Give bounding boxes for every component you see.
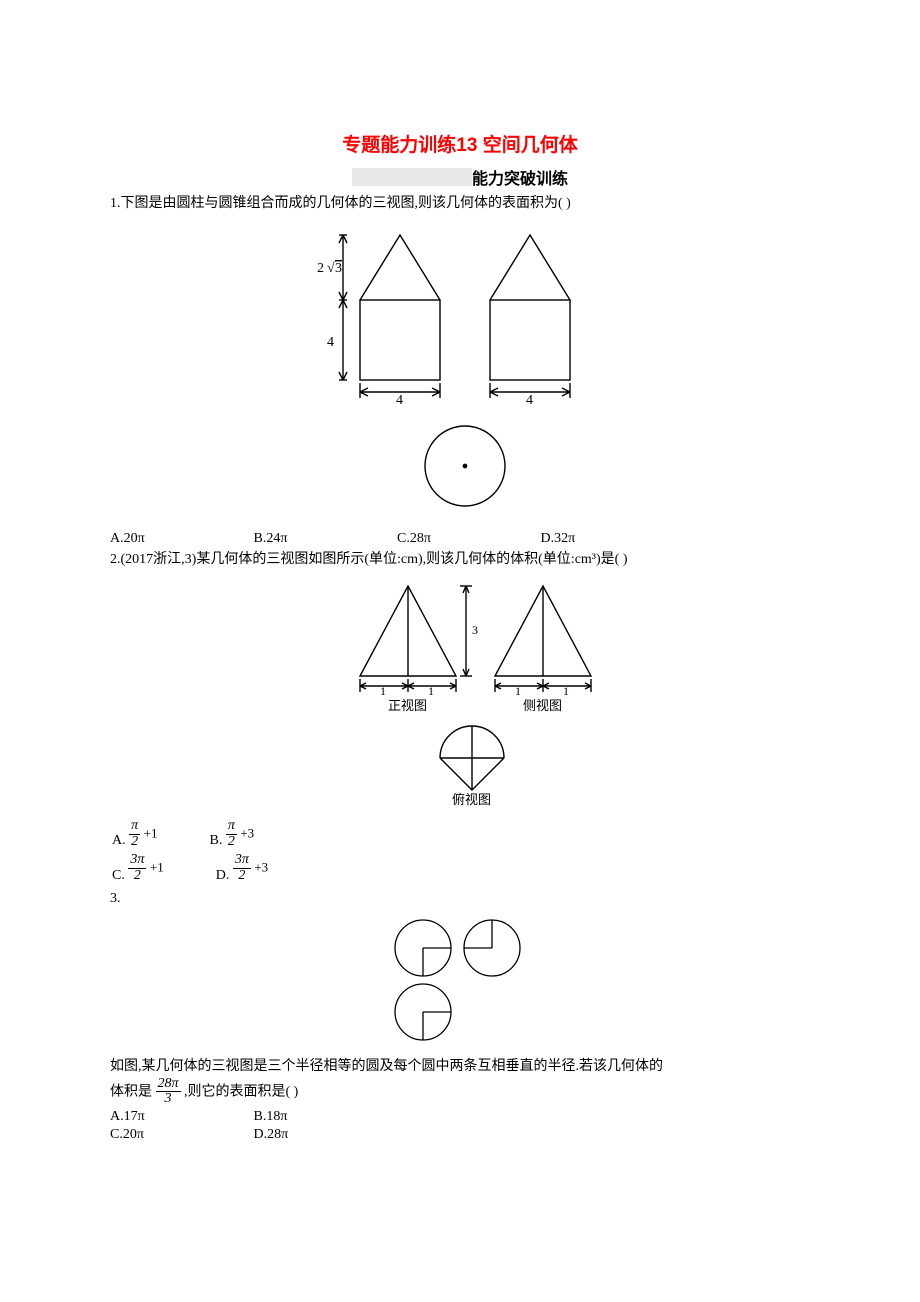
q2-text: 2.(2017浙江,3)某几何体的三视图如图所示(单位:cm),则该几何体的体积… <box>110 549 810 570</box>
q3-figure-threeview <box>110 915 810 1050</box>
q1-body: 下图是由圆柱与圆锥组合而成的几何体的三视图,则该几何体的表面积为( ) <box>121 196 571 211</box>
page-title: 专题能力训练13 空间几何体 <box>110 130 810 157</box>
q2-svg: 1 1 1 1 3 正视图 侧视图 俯视图 <box>320 576 600 806</box>
q2-optA: A. π2 +1 <box>112 819 157 849</box>
svg-text:4: 4 <box>327 335 334 350</box>
q2-optD: D. 3π2 +3 <box>216 853 268 883</box>
svg-text:3: 3 <box>335 261 342 276</box>
q2-optB: B. π2 +3 <box>209 819 254 849</box>
q3-text2b: ,则它的表面积是( ) <box>184 1084 298 1099</box>
svg-text:1: 1 <box>515 684 521 698</box>
svg-text:3: 3 <box>472 623 478 637</box>
q3-optA: A.17π <box>110 1109 250 1125</box>
q2-options: A. π2 +1 B. π2 +3 C. 3π2 +1 <box>110 817 810 886</box>
q1-optD: D.32π <box>541 531 681 547</box>
svg-text:4: 4 <box>396 393 403 408</box>
q2-body: (2017浙江,3)某几何体的三视图如图所示(单位:cm),则该几何体的体积(单… <box>121 552 628 567</box>
q3-svg <box>380 915 540 1045</box>
q3-text2a: 体积是 <box>110 1084 152 1099</box>
svg-text:1: 1 <box>380 684 386 698</box>
q2-optC: C. 3π2 +1 <box>112 853 164 883</box>
q3-number: 3. <box>110 891 121 906</box>
svg-text:侧视图: 侧视图 <box>523 698 562 713</box>
q1-optB: B.24π <box>254 531 394 547</box>
svg-text:俯视图: 俯视图 <box>452 792 491 806</box>
q1-optC: C.28π <box>397 531 537 547</box>
q1-number: 1. <box>110 196 121 211</box>
page-content: 专题能力训练13 空间几何体 能力突破训练 1.下图是由圆柱与圆锥组合而成的几何… <box>0 0 920 1243</box>
q3-optB: B.18π <box>254 1109 394 1125</box>
q3-text-1: 如图,某几何体的三视图是三个半径相等的圆及每个圆中两条互相垂直的半径.若该几何体… <box>110 1056 810 1077</box>
q3-number-line: 3. <box>110 888 810 909</box>
q3-options-row1: A.17π B.18π <box>110 1109 810 1125</box>
q1-text: 1.下图是由圆柱与圆锥组合而成的几何体的三视图,则该几何体的表面积为( ) <box>110 193 810 214</box>
q1-optA: A.20π <box>110 531 250 547</box>
q1-svg: 2 √ 3 4 4 4 <box>315 220 605 520</box>
q2-number: 2. <box>110 552 121 567</box>
subtitle-row: 能力突破训练 <box>110 165 810 189</box>
q3-optD: D.28π <box>254 1127 394 1143</box>
q1-options: A.20π B.24π C.28π D.32π <box>110 531 810 547</box>
svg-text:1: 1 <box>428 684 434 698</box>
q2-figure-threeview: 1 1 1 1 3 正视图 侧视图 俯视图 <box>110 576 810 811</box>
svg-text:2: 2 <box>317 261 324 276</box>
subtitle-box <box>352 168 472 186</box>
svg-text:√: √ <box>327 261 335 276</box>
svg-text:4: 4 <box>526 393 533 408</box>
q1-figure-threeview: 2 √ 3 4 4 4 <box>110 220 810 525</box>
svg-text:1: 1 <box>563 684 569 698</box>
q3-volume-frac: 28π 3 <box>156 1077 181 1107</box>
subtitle-text: 能力突破训练 <box>472 165 568 189</box>
svg-text:正视图: 正视图 <box>388 698 427 713</box>
q3-text-2: 体积是 28π 3 ,则它的表面积是( ) <box>110 1077 810 1107</box>
q3-optC: C.20π <box>110 1127 250 1143</box>
q3-options-row2: C.20π D.28π <box>110 1127 810 1143</box>
